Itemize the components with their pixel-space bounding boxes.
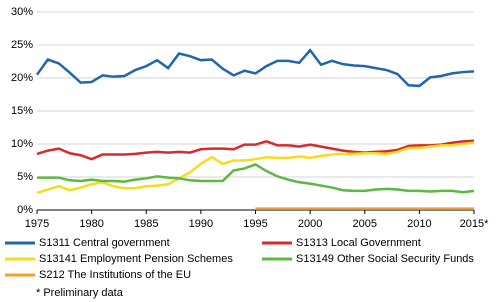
legend-label: S1311 Central government (39, 237, 170, 249)
legend-label: S212 The Institutions of the EU (39, 269, 191, 281)
y-tick-label: 15% (11, 105, 33, 117)
x-tick-label: 2005 (353, 218, 377, 230)
x-tick-label: 1980 (79, 218, 103, 230)
y-tick-label: 25% (11, 39, 33, 51)
x-tick-label: 2000 (298, 218, 322, 230)
x-tick-label: 1975 (25, 218, 49, 230)
series-line (37, 163, 475, 194)
footnote: * Preliminary data (36, 287, 124, 299)
y-tick-label: 30% (11, 6, 33, 18)
legend-label: S13149 Other Social Security Funds (296, 253, 474, 265)
y-tick-label: 20% (11, 72, 33, 84)
y-tick-label: 10% (11, 138, 33, 150)
x-tick-label: 1985 (134, 218, 158, 230)
legend-label: S13141 Employment Pension Schemes (39, 253, 233, 265)
x-tick-label: 1990 (189, 218, 213, 230)
series-line (36, 141, 475, 195)
y-tick-label: 0% (17, 204, 33, 216)
series-line (35, 48, 475, 88)
x-tick-label: 2015* (460, 218, 489, 230)
y-tick-label: 5% (17, 171, 33, 183)
series-line (36, 139, 475, 161)
x-tick-label: 1995 (243, 218, 267, 230)
x-tick-label: 2010 (407, 218, 431, 230)
legend-label: S1313 Local Government (296, 237, 421, 249)
